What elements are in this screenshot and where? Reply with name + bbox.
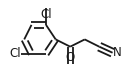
Text: Cl: Cl xyxy=(9,47,21,60)
Text: Cl: Cl xyxy=(40,8,52,21)
Text: O: O xyxy=(66,51,75,64)
Text: N: N xyxy=(113,46,121,59)
